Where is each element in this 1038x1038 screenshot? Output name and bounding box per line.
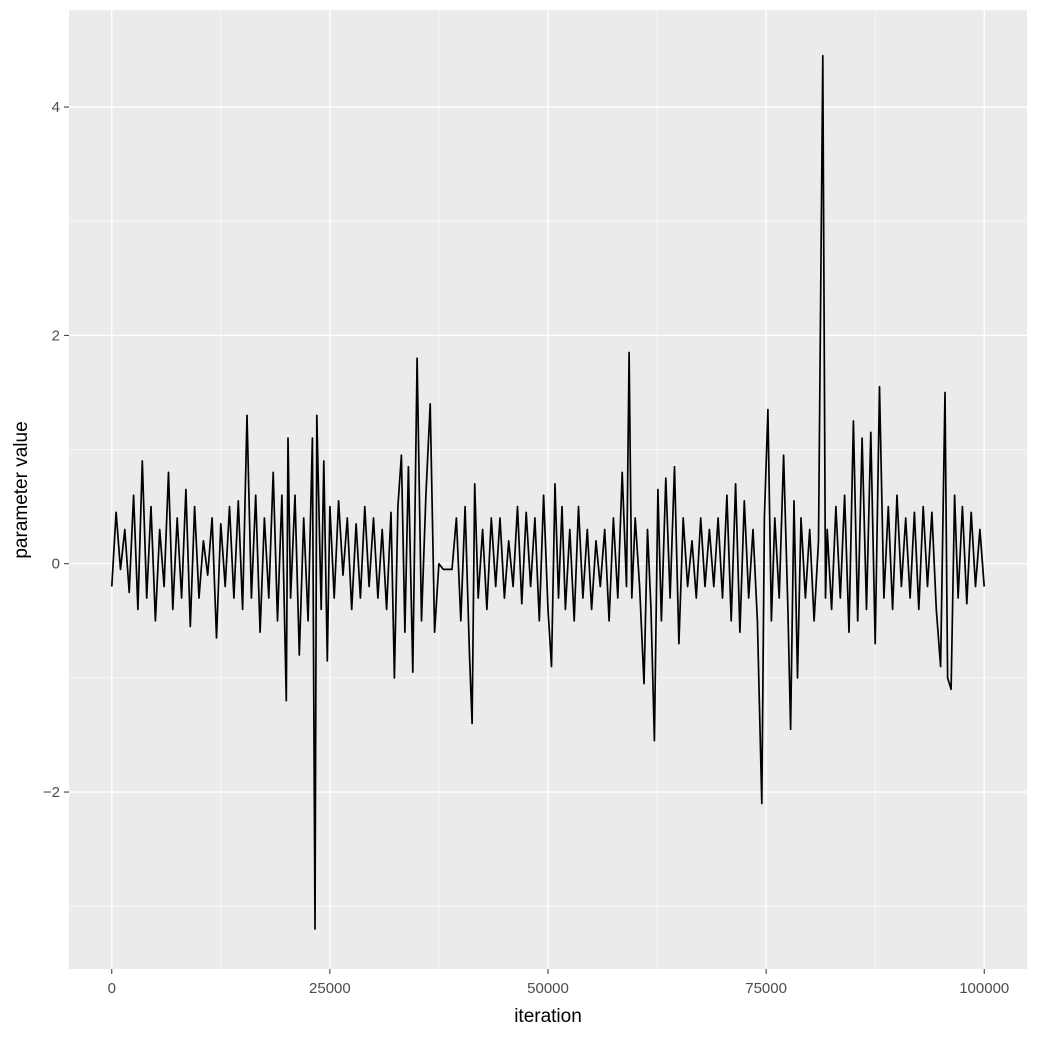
y-tick-label: 0 <box>52 556 60 573</box>
y-tick-label: −2 <box>43 784 60 801</box>
x-tick-label: 50000 <box>527 980 569 997</box>
y-axis-title: parameter value <box>11 421 32 558</box>
x-tick-label: 75000 <box>745 980 787 997</box>
x-tick-label: 100000 <box>959 980 1009 997</box>
trace-line <box>110 54 986 930</box>
major-gridlines <box>69 10 1027 969</box>
y-tick-label: 2 <box>52 327 60 344</box>
x-axis-title: iteration <box>514 1006 582 1027</box>
y-tick-label: 4 <box>52 99 60 116</box>
x-tick-label: 25000 <box>309 980 351 997</box>
y-axis: −2 0 2 4 <box>43 99 69 801</box>
x-axis: 0 25000 50000 75000 100000 <box>108 969 1009 997</box>
x-tick-label: 0 <box>108 980 116 997</box>
